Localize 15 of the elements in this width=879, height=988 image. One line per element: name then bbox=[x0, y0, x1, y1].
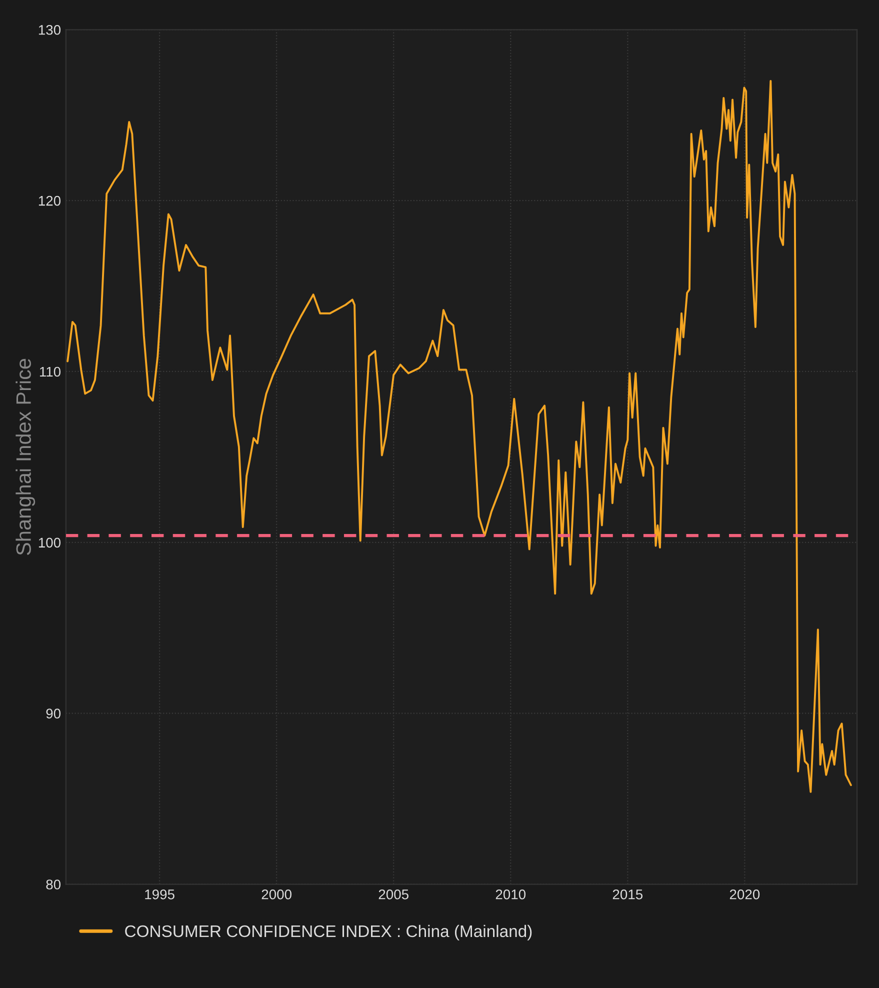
y-axis-title: Shanghai Index Price bbox=[16, 358, 36, 556]
y-tick-label: 80 bbox=[46, 880, 61, 890]
line-series bbox=[66, 80, 852, 793]
x-tick-label: 2015 bbox=[612, 889, 643, 900]
y-tick-label: 90 bbox=[46, 708, 61, 719]
x-tick-label: 2020 bbox=[730, 889, 760, 900]
legend-label: CONSUMER CONFIDENCE INDEX : China (Mainland) bbox=[125, 924, 532, 940]
x-tick-label: 2010 bbox=[496, 889, 526, 900]
y-tick-label: 100 bbox=[38, 538, 61, 548]
x-tick-label: 2005 bbox=[378, 889, 408, 900]
y-tick-label: 110 bbox=[40, 366, 61, 377]
x-tick-label: 1995 bbox=[145, 889, 174, 900]
y-tick-label: 130 bbox=[38, 24, 61, 35]
x-tick-label: 2000 bbox=[262, 889, 292, 900]
y-tick-label: 120 bbox=[38, 196, 61, 206]
